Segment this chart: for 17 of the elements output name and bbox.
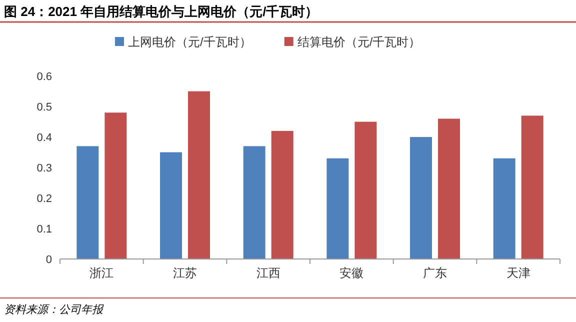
x-tick-label: 广东 [423, 266, 447, 280]
y-tick-label: 0.3 [36, 162, 52, 174]
y-tick-label: 0.5 [36, 102, 52, 114]
y-tick-label: 0.6 [36, 71, 52, 83]
y-tick-label: 0.4 [36, 132, 52, 144]
legend-label: 结算电价（元/千瓦时） [297, 35, 421, 49]
y-tick-label: 0 [46, 254, 52, 266]
x-tick-label: 天津 [506, 266, 530, 280]
x-tick-label: 安徽 [340, 266, 364, 280]
y-tick-label: 0.2 [36, 193, 52, 205]
y-tick-label: 0.1 [36, 224, 52, 236]
title: 图 24：2021 年自用结算电价与上网电价（元/千瓦时） [4, 4, 318, 19]
x-tick-label: 江苏 [173, 266, 197, 280]
x-tick-label: 浙江 [90, 266, 114, 280]
text: 资料来源：公司年报 [4, 303, 104, 316]
x-tick-label: 江西 [256, 266, 280, 280]
legend-label: 上网电价（元/千瓦时） [128, 35, 252, 49]
